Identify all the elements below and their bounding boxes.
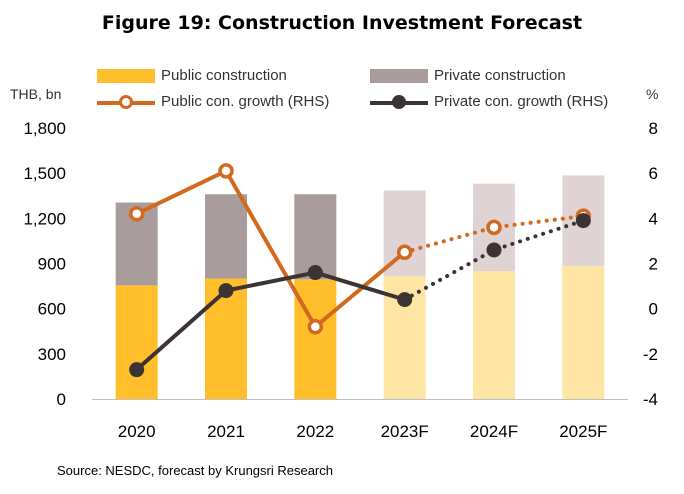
- legend-swatch-private-construction: [370, 68, 428, 83]
- point-private-growth-2025F: [575, 213, 591, 229]
- y-axis-right-unit: %: [646, 86, 659, 102]
- y-left-tick-label: 1,500: [23, 164, 66, 183]
- point-public-growth-2022: [307, 318, 324, 335]
- point-private-growth-2023F: [397, 292, 413, 308]
- legend-label-private-construction: Private construction: [434, 67, 566, 84]
- line-public-growth-actual: [134, 168, 407, 329]
- point-public-growth-2024F: [486, 219, 502, 236]
- bar-private-2021: [205, 194, 247, 279]
- point-public-growth-2020: [128, 206, 145, 222]
- legend-swatch-public-construction: [97, 68, 155, 83]
- y-right-tick-label: 2: [649, 255, 658, 274]
- point-public-growth-2023F: [396, 244, 413, 260]
- y-left-tick-label: 900: [38, 255, 66, 274]
- y-axis-left-unit: THB, bn: [10, 86, 62, 102]
- x-tick-label: 2021: [207, 422, 245, 441]
- x-tick-label: 2024F: [470, 422, 518, 441]
- y-left-tick-label: 1,200: [23, 209, 66, 228]
- point-private-growth-2024F: [486, 242, 502, 258]
- y-right-tick-label: 6: [649, 164, 658, 183]
- source-note: Source: NESDC, forecast by Krungsri Rese…: [57, 463, 333, 478]
- x-tick-label: 2020: [118, 422, 156, 441]
- point-private-growth-2020: [129, 362, 145, 378]
- line-private-growth-forecast: [402, 218, 586, 302]
- legend-swatch-private-growth: [370, 94, 428, 109]
- y-right-tick-label: 8: [649, 119, 658, 138]
- y-left-tick-label: 600: [38, 300, 66, 319]
- legend-label-private-growth: Private con. growth (RHS): [434, 93, 609, 110]
- y-left-tick-label: 0: [57, 390, 66, 409]
- y-right-tick-label: -2: [643, 345, 658, 364]
- line-public-growth-forecast: [402, 214, 586, 255]
- y-left-tick-label: 300: [38, 345, 66, 364]
- bar-public-2024F: [473, 271, 515, 399]
- point-private-growth-2022: [307, 265, 323, 281]
- x-tick-label: 2022: [296, 422, 334, 441]
- legend-label-public-construction: Public construction: [161, 67, 287, 84]
- bar-public-2021: [205, 278, 247, 399]
- x-tick-label: 2023F: [381, 422, 429, 441]
- legend-private-growth: Private con. growth (RHS): [370, 93, 608, 110]
- bar-public-2025F: [562, 265, 605, 399]
- y-right-tick-label: -4: [643, 390, 658, 409]
- point-public-growth-2021: [218, 163, 234, 179]
- y-left-tick-label: 1,800: [23, 119, 66, 138]
- bar-public-2020: [115, 285, 158, 399]
- legend-public-growth: Public con. growth (RHS): [97, 93, 329, 110]
- y-right-tick-label: 4: [649, 209, 658, 228]
- legend-public-construction: Public construction: [97, 67, 287, 84]
- legend-label-public-growth: Public con. growth (RHS): [161, 93, 330, 110]
- point-private-growth-2021: [218, 283, 234, 299]
- chart-title: Figure 19: Construction Investment Forec…: [101, 12, 583, 34]
- line-private-growth-actual: [134, 270, 407, 372]
- x-tick-label: 2025F: [559, 422, 607, 441]
- y-right-tick-label: 0: [649, 300, 658, 319]
- legend-private-construction: Private construction: [370, 67, 566, 84]
- legend-swatch-public-growth: [97, 94, 155, 109]
